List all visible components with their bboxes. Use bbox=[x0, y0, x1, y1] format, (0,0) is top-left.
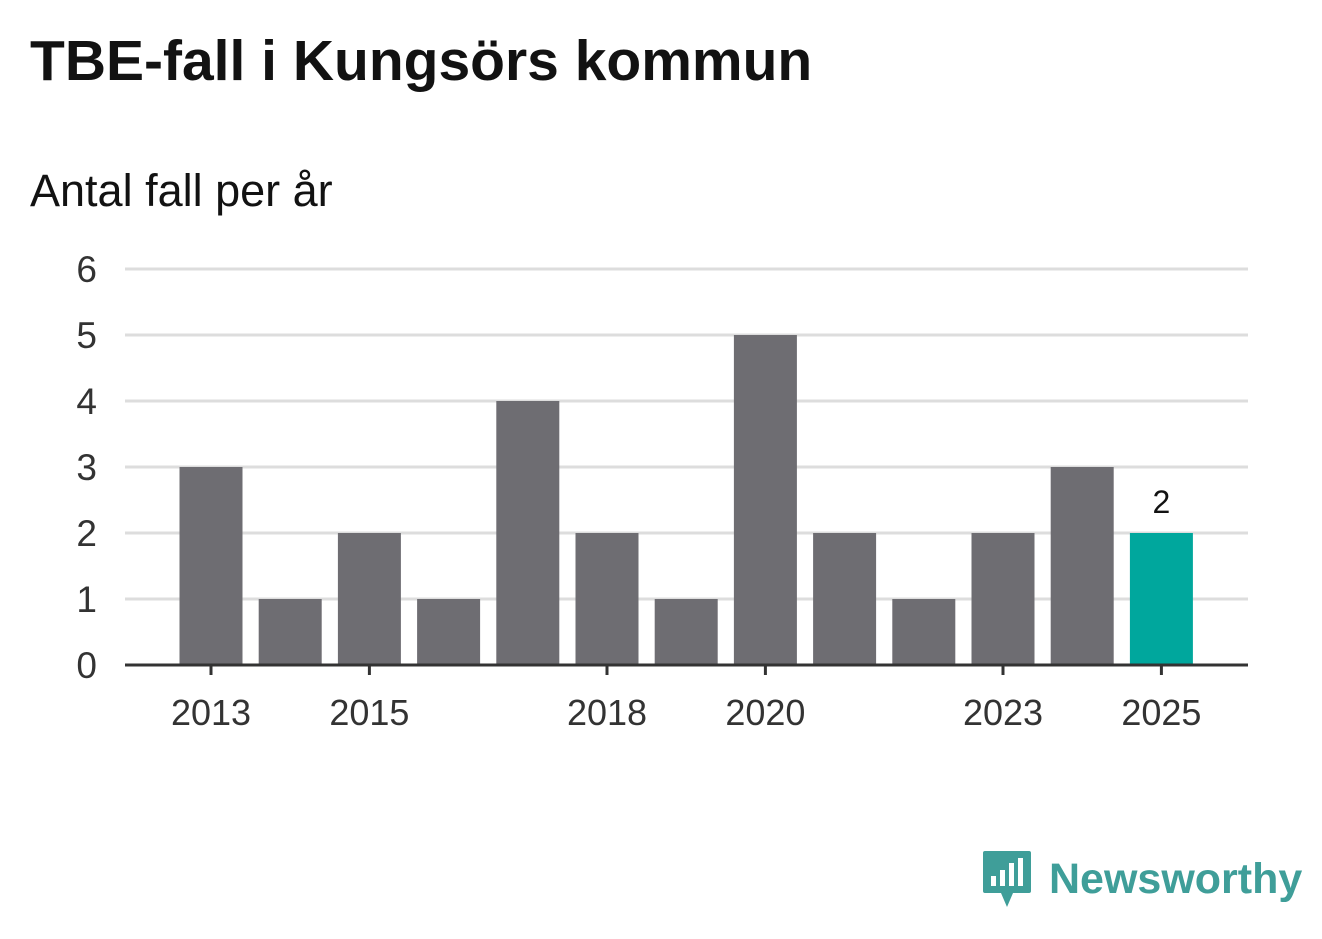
chart-subtitle: Antal fall per år bbox=[30, 165, 333, 216]
y-tick-label: 2 bbox=[76, 513, 97, 554]
bar-2019 bbox=[654, 599, 718, 665]
bar-2013 bbox=[179, 467, 243, 665]
bar-2024 bbox=[1050, 467, 1114, 665]
x-tick-label: 2013 bbox=[171, 692, 251, 733]
x-tick-label: 2020 bbox=[725, 692, 805, 733]
x-tick-label: 2015 bbox=[329, 692, 409, 733]
bar-2025 bbox=[1129, 533, 1193, 665]
y-tick-label: 3 bbox=[76, 447, 97, 488]
bar-2020 bbox=[733, 335, 797, 665]
newsworthy-logo-icon bbox=[983, 851, 1031, 907]
chart-title: TBE-fall i Kungsörs kommun bbox=[30, 29, 813, 93]
x-tick-label: 2018 bbox=[567, 692, 647, 733]
bar-2023 bbox=[971, 533, 1035, 665]
bar-2022 bbox=[892, 599, 956, 665]
brand-name: Newsworthy bbox=[1049, 854, 1303, 903]
y-tick-label: 6 bbox=[76, 249, 97, 290]
y-tick-label: 0 bbox=[76, 645, 97, 686]
bar-2018 bbox=[575, 533, 639, 665]
newsworthy-logo: Newsworthy bbox=[981, 849, 1302, 909]
x-tick-label: 2023 bbox=[963, 692, 1043, 733]
bar-2016 bbox=[417, 599, 481, 665]
y-tick-label: 4 bbox=[76, 381, 97, 422]
y-tick-label: 5 bbox=[76, 315, 97, 356]
data-label: 2 bbox=[1153, 484, 1171, 520]
bar-2021 bbox=[813, 533, 877, 665]
bar-2014 bbox=[258, 599, 322, 665]
x-tick-label: 2025 bbox=[1121, 692, 1201, 733]
bar-2015 bbox=[337, 533, 401, 665]
bar-2017 bbox=[496, 401, 560, 665]
y-tick-label: 1 bbox=[76, 579, 97, 620]
